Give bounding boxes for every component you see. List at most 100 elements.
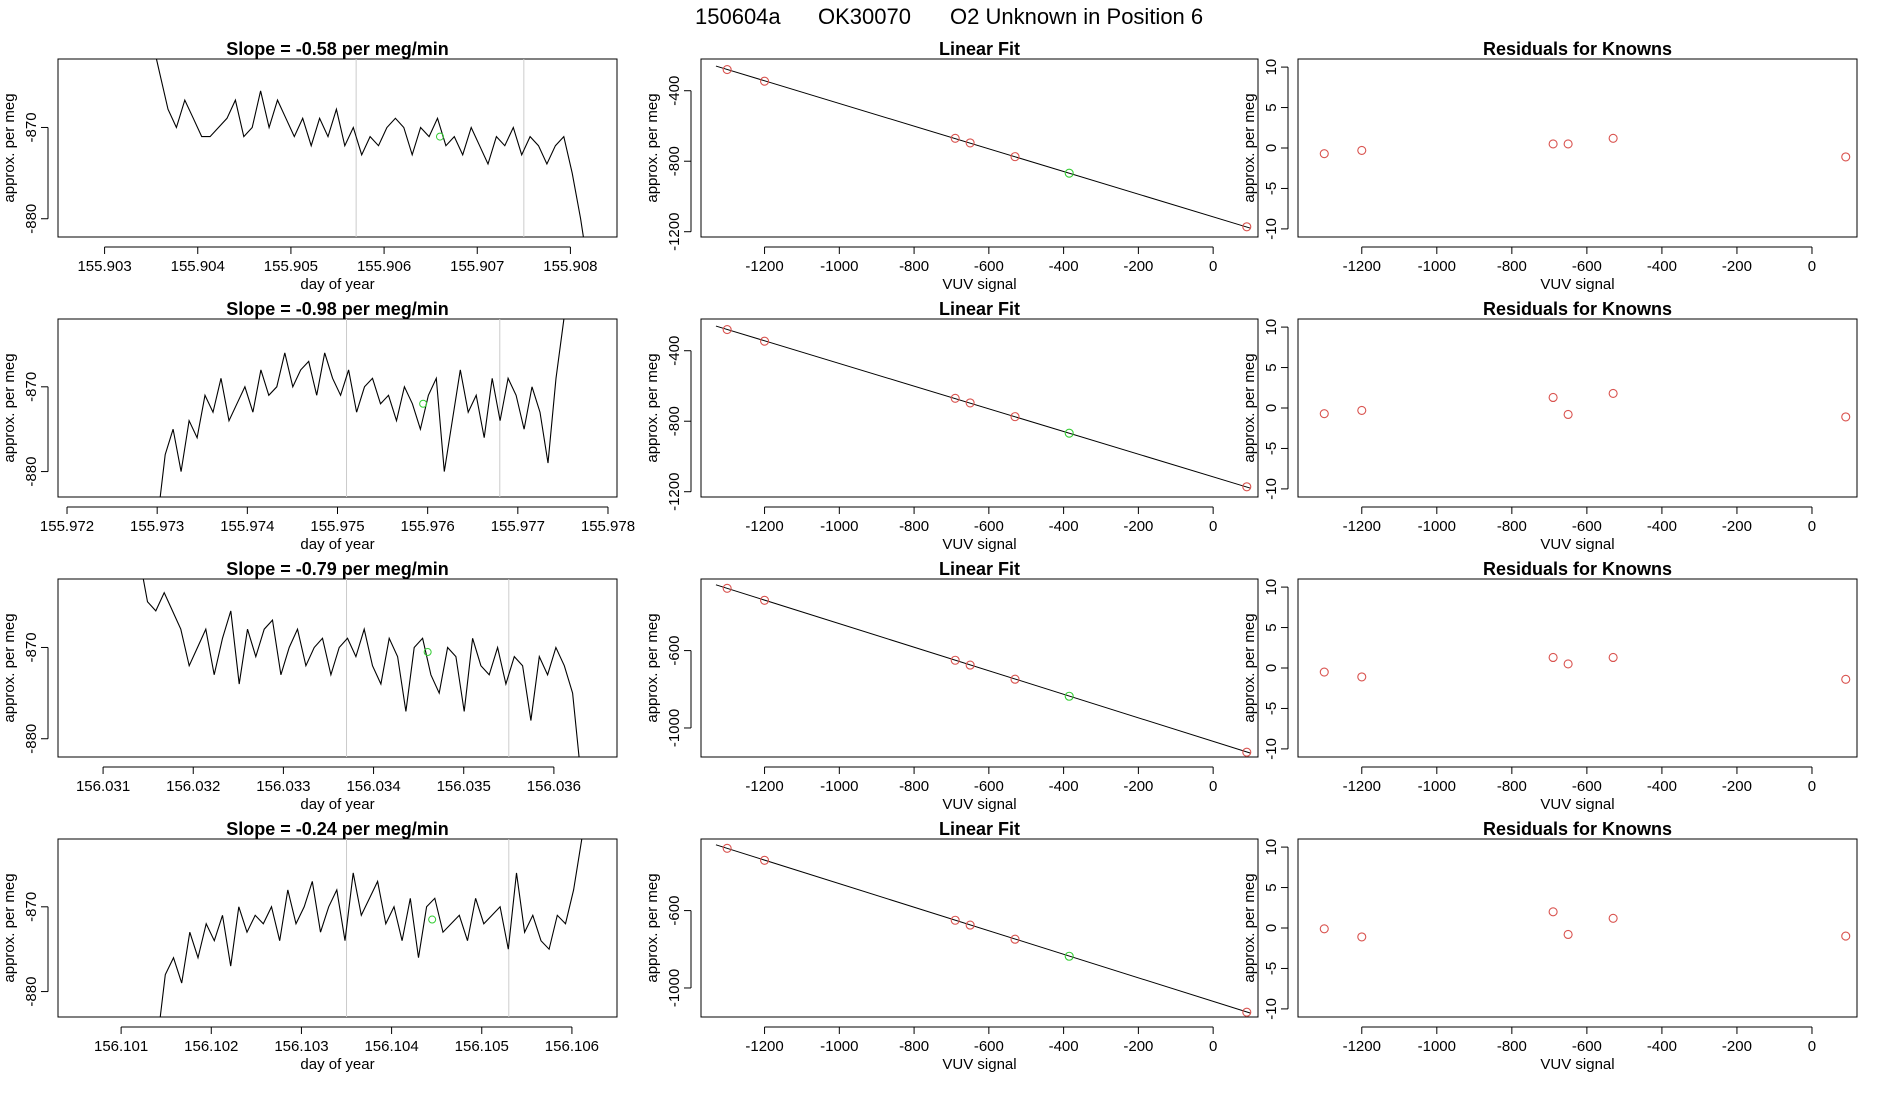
y-tick-label: 5 — [1263, 883, 1280, 891]
x-tick-label: 156.032 — [166, 778, 220, 795]
plot-area — [715, 65, 1252, 232]
y-axis-label: approx. per meg — [1, 353, 18, 462]
x-tick-label: 155.908 — [543, 258, 597, 275]
plot-area — [715, 325, 1252, 492]
signal-trace — [159, 319, 565, 497]
tank-id: OK30070 — [818, 4, 911, 29]
figure-description: O2 Unknown in Position 6 — [950, 4, 1203, 29]
x-tick-label: 156.033 — [256, 778, 310, 795]
x-tick-label: 155.903 — [77, 258, 131, 275]
x-axis-label: VUV signal — [1540, 796, 1614, 813]
known-standard-point — [1841, 412, 1851, 422]
y-tick-label: 10 — [1263, 319, 1280, 336]
unknown-sample-point — [1064, 691, 1074, 701]
known-standard-point — [1841, 152, 1851, 162]
plot-frame — [57, 838, 618, 1018]
known-standard-point — [965, 138, 975, 148]
run-id: 150604a — [695, 4, 781, 29]
y-tick-label: -5 — [1263, 962, 1280, 975]
y-tick-label: 5 — [1263, 623, 1280, 631]
panels: Slope = -0.58 per meg/min 155.903 155.904 1… — [1, 39, 1858, 1073]
x-tick-label: 0 — [1808, 518, 1816, 535]
x-tick-label: -1200 — [745, 258, 783, 275]
x-axis-label: day of year — [300, 536, 374, 553]
x-tick-label: 0 — [1209, 518, 1217, 535]
x-tick-label: 155.974 — [220, 518, 274, 535]
plot-area — [1319, 907, 1851, 942]
known-standard-point — [1563, 929, 1573, 940]
plot-area — [1319, 388, 1851, 422]
known-standard-point — [965, 920, 975, 930]
x-tick-label: -600 — [974, 258, 1004, 275]
chart-panel-residuals-row-2: Residuals for Knowns-1200 -1000 -800 -600 -4… — [1241, 299, 1858, 553]
y-tick-label: -10 — [1263, 478, 1280, 500]
y-axis-label: approx. per meg — [1, 93, 18, 202]
x-tick-label: -200 — [1123, 1038, 1153, 1055]
y-tick-label: 5 — [1263, 363, 1280, 371]
y-tick-label: 0 — [1263, 664, 1280, 672]
x-tick-label: 0 — [1209, 778, 1217, 795]
x-tick-label: 156.031 — [76, 778, 130, 795]
known-standard-point — [760, 336, 770, 346]
known-standard-point — [950, 655, 960, 665]
x-tick-label: -800 — [899, 778, 929, 795]
panel-title: Residuals for Knowns — [1483, 819, 1672, 839]
x-tick-label: 156.101 — [94, 1038, 148, 1055]
known-standard-point — [1548, 652, 1558, 663]
y-tick-label: -1000 — [666, 709, 683, 747]
plot-frame — [700, 318, 1259, 498]
x-tick-label: -800 — [1497, 518, 1527, 535]
signal-trace — [142, 579, 580, 757]
fit-line — [715, 325, 1251, 489]
x-tick-label: -800 — [1497, 258, 1527, 275]
panel-title: Linear Fit — [939, 39, 1020, 59]
x-tick-label: 0 — [1808, 778, 1816, 795]
y-tick-label: -5 — [1263, 442, 1280, 455]
known-standard-point — [1357, 405, 1367, 415]
chart-panel-linear_fit-row-3: Linear Fit -1200 -1000 -800 -600 -400 -200 0 VUV… — [644, 559, 1259, 813]
panel-title: Slope = -0.24 per meg/min — [226, 819, 449, 839]
x-axis-label: VUV signal — [1540, 276, 1614, 293]
panel-title: Residuals for Knowns — [1483, 559, 1672, 579]
y-axis-label: approx. per meg — [1241, 353, 1258, 462]
y-axis-label: approx. per meg — [1241, 613, 1258, 722]
y-tick-label: -600 — [666, 896, 683, 926]
y-axis-label: approx. per meg — [1, 613, 18, 722]
known-standard-point — [950, 915, 960, 925]
x-tick-label: 155.904 — [171, 258, 225, 275]
x-tick-label: -1200 — [1343, 518, 1381, 535]
panel-title: Linear Fit — [939, 299, 1020, 319]
x-tick-label: 155.975 — [310, 518, 364, 535]
known-standard-point — [1319, 924, 1329, 934]
known-standard-point — [760, 595, 770, 605]
plot-frame — [57, 318, 618, 498]
x-tick-label: -1000 — [1418, 258, 1456, 275]
plot-frame — [57, 578, 618, 758]
x-tick-label: -200 — [1123, 258, 1153, 275]
plot-frame — [700, 578, 1259, 758]
x-tick-label: -400 — [1647, 258, 1677, 275]
x-tick-label: 156.036 — [527, 778, 581, 795]
x-tick-label: 155.905 — [264, 258, 318, 275]
y-tick-label: -10 — [1263, 998, 1280, 1020]
x-tick-label: -600 — [1572, 518, 1602, 535]
y-tick-label: -400 — [666, 336, 683, 366]
known-standard-point — [1563, 409, 1573, 420]
y-axis-label: approx. per meg — [1241, 873, 1258, 982]
y-axis-label: approx. per meg — [1241, 93, 1258, 202]
x-tick-label: -400 — [1647, 518, 1677, 535]
x-tick-label: -1200 — [1343, 778, 1381, 795]
x-tick-label: -400 — [1049, 518, 1079, 535]
y-tick-label: -800 — [666, 146, 683, 176]
known-standard-point — [1357, 932, 1367, 942]
known-standard-point — [1010, 152, 1020, 162]
known-standard-point — [1010, 934, 1020, 944]
known-standard-point — [1608, 133, 1618, 143]
known-standard-point — [1563, 659, 1573, 669]
plot-frame — [1297, 578, 1858, 758]
known-standard-point — [1841, 674, 1851, 684]
panel-title: Slope = -0.79 per meg/min — [226, 559, 449, 579]
unknown-point — [428, 915, 437, 924]
x-tick-label: -600 — [974, 518, 1004, 535]
